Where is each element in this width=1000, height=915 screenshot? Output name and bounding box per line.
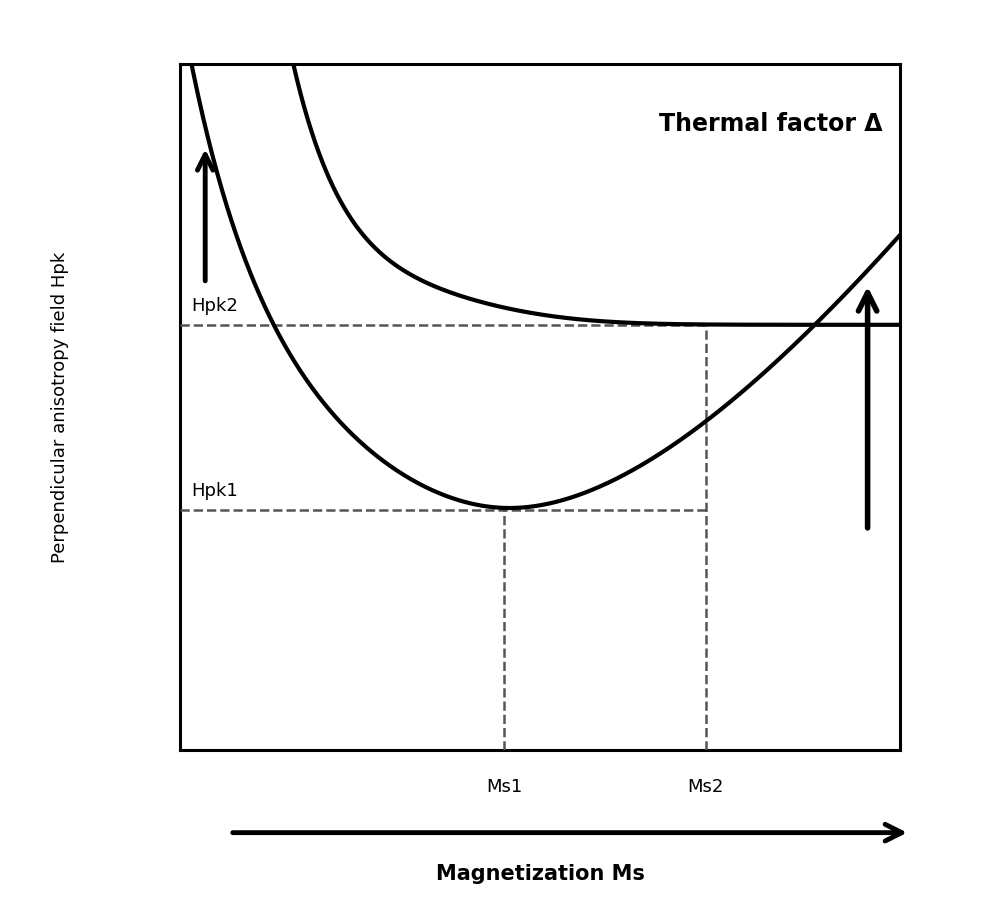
Text: Hpk2: Hpk2	[191, 296, 238, 315]
Text: Ms1: Ms1	[486, 778, 522, 796]
Text: Perpendicular anisotropy field Hpk: Perpendicular anisotropy field Hpk	[51, 252, 69, 563]
Text: Ms2: Ms2	[687, 778, 724, 796]
Text: Hpk1: Hpk1	[191, 482, 238, 500]
Text: Thermal factor Δ: Thermal factor Δ	[659, 112, 882, 136]
Text: Magnetization Ms: Magnetization Ms	[436, 864, 644, 884]
